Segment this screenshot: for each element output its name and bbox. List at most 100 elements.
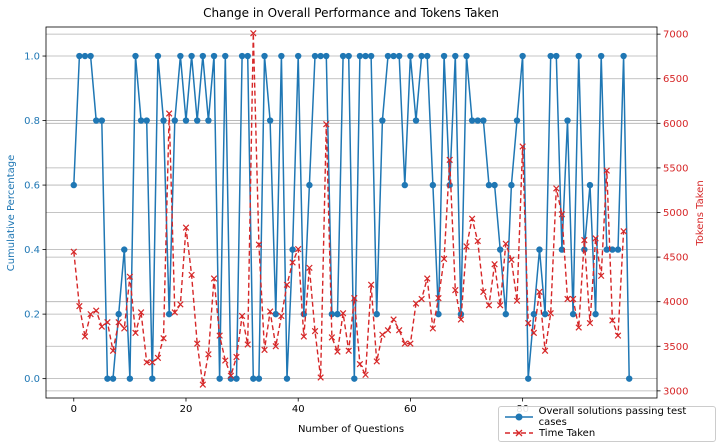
data-point-time-taken xyxy=(92,307,100,314)
data-point-time-taken xyxy=(328,334,336,341)
data-point-time-taken xyxy=(480,288,487,296)
data-point-overall-solutions xyxy=(306,181,313,189)
data-point-overall-solutions xyxy=(283,375,291,382)
data-point-overall-solutions xyxy=(126,375,134,382)
data-point-overall-solutions xyxy=(614,246,622,253)
data-point-overall-solutions xyxy=(592,310,599,318)
data-point-time-taken xyxy=(261,346,268,354)
right-y-tick-label: 5000 xyxy=(663,208,688,219)
data-point-overall-solutions xyxy=(121,246,128,253)
x-axis-label: Number of Questions xyxy=(298,424,404,435)
data-point-time-taken xyxy=(547,310,554,317)
left-y-tick-label: 1.0 xyxy=(24,52,40,63)
data-point-time-taken xyxy=(513,297,521,305)
data-point-overall-solutions xyxy=(149,375,156,382)
data-point-overall-solutions xyxy=(373,310,380,318)
data-point-time-taken xyxy=(569,295,577,303)
data-point-overall-solutions xyxy=(435,310,442,318)
data-point-time-taken xyxy=(541,347,549,354)
data-point-overall-solutions xyxy=(620,52,627,60)
data-point-time-taken xyxy=(614,332,622,339)
data-point-overall-solutions xyxy=(418,52,425,60)
data-point-overall-solutions xyxy=(222,52,229,60)
data-point-overall-solutions xyxy=(536,246,543,253)
data-point-time-taken xyxy=(222,357,229,364)
data-point-overall-solutions xyxy=(575,52,582,60)
data-point-time-taken xyxy=(407,340,414,347)
data-point-time-taken xyxy=(463,243,470,250)
data-point-overall-solutions xyxy=(525,375,532,382)
data-point-overall-solutions xyxy=(311,52,319,60)
x-tick-label: 60 xyxy=(404,404,417,415)
data-point-overall-solutions xyxy=(328,310,336,318)
data-point-time-taken xyxy=(143,359,150,366)
data-point-time-taken xyxy=(81,333,89,340)
data-point-overall-solutions xyxy=(160,117,167,124)
data-point-time-taken xyxy=(446,156,453,164)
data-point-time-taken xyxy=(160,335,167,342)
data-point-time-taken xyxy=(339,310,347,317)
data-point-time-taken xyxy=(334,348,341,355)
left-y-tick-label: 0.8 xyxy=(24,116,40,127)
data-point-overall-solutions xyxy=(272,310,279,318)
data-point-time-taken xyxy=(188,271,195,279)
data-point-time-taken xyxy=(87,310,94,318)
data-point-overall-solutions xyxy=(496,246,504,253)
data-point-time-taken xyxy=(132,329,139,337)
data-point-time-taken xyxy=(171,309,178,316)
data-point-overall-solutions xyxy=(255,375,263,382)
data-point-time-taken xyxy=(502,240,510,247)
series-time-taken xyxy=(70,30,627,388)
data-point-time-taken xyxy=(311,327,319,335)
data-point-time-taken xyxy=(193,340,201,347)
data-point-overall-solutions xyxy=(132,52,139,60)
data-point-overall-solutions xyxy=(261,52,268,60)
data-point-time-taken xyxy=(283,281,291,288)
data-point-time-taken xyxy=(401,340,409,347)
data-point-time-taken xyxy=(165,110,173,117)
data-point-overall-solutions xyxy=(463,52,470,60)
data-point-time-taken xyxy=(597,272,605,280)
data-point-time-taken xyxy=(98,323,106,330)
data-point-overall-solutions xyxy=(468,117,476,124)
data-point-overall-solutions xyxy=(452,52,459,60)
data-point-overall-solutions xyxy=(205,117,212,124)
data-point-overall-solutions xyxy=(547,52,554,60)
legend-label: Time Taken xyxy=(539,427,596,439)
data-point-time-taken xyxy=(306,264,313,272)
data-point-time-taken xyxy=(76,302,83,310)
data-point-time-taken xyxy=(126,273,134,280)
data-point-time-taken xyxy=(373,358,380,365)
data-point-time-taken xyxy=(485,302,493,309)
data-point-time-taken xyxy=(362,371,369,379)
data-point-time-taken xyxy=(233,353,240,361)
data-point-time-taken xyxy=(581,236,588,244)
data-point-overall-solutions xyxy=(278,52,285,60)
legend: Overall solutions passing test cases Tim… xyxy=(498,406,716,442)
data-point-time-taken xyxy=(530,329,538,337)
data-point-time-taken xyxy=(137,309,145,316)
data-point-overall-solutions xyxy=(194,117,201,124)
data-point-overall-solutions xyxy=(407,52,414,60)
right-y-tick-label: 6500 xyxy=(663,74,688,85)
right-y-tick-label: 4500 xyxy=(663,253,688,264)
data-point-time-taken xyxy=(109,347,117,354)
data-point-overall-solutions xyxy=(362,52,369,60)
plot-frame xyxy=(45,26,658,399)
data-point-overall-solutions xyxy=(367,52,375,60)
data-point-time-taken xyxy=(351,294,358,302)
data-point-time-taken xyxy=(367,281,375,288)
data-point-overall-solutions xyxy=(238,52,246,60)
data-point-overall-solutions xyxy=(519,52,526,60)
x-tick-label: 20 xyxy=(180,404,193,415)
data-point-overall-solutions xyxy=(429,181,437,189)
data-point-overall-solutions xyxy=(70,181,77,189)
data-point-time-taken xyxy=(177,301,184,308)
x-tick-label: 0 xyxy=(71,404,77,415)
data-point-overall-solutions xyxy=(564,117,571,124)
data-point-time-taken xyxy=(452,286,459,294)
data-point-time-taken xyxy=(289,259,296,266)
legend-line-marker-icon xyxy=(505,413,533,421)
legend-item-overall-solutions: Overall solutions passing test cases xyxy=(505,406,715,428)
right-y-tick-label: 3000 xyxy=(663,386,688,397)
